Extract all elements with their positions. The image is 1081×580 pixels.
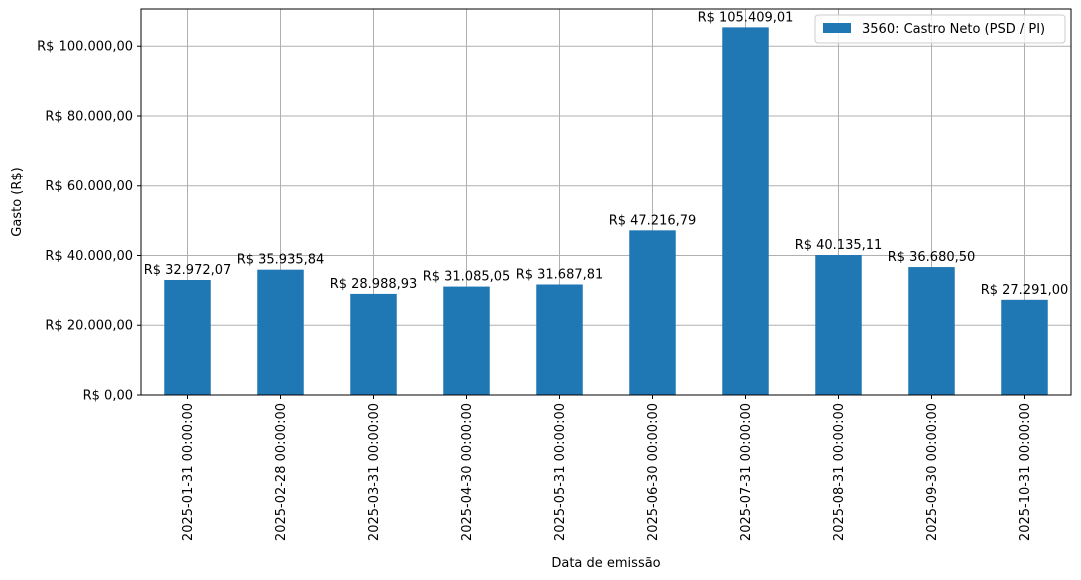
x-tick-label: 2025-09-30 00:00:00 <box>925 403 940 541</box>
bar <box>815 255 862 395</box>
y-tick-label: R$ 20.000,00 <box>45 319 133 334</box>
y-tick-label: R$ 40.000,00 <box>45 249 133 264</box>
y-tick-label: R$ 0,00 <box>83 389 133 404</box>
bar-value-label: R$ 40.135,11 <box>795 238 883 253</box>
x-tick-label: 2025-03-31 00:00:00 <box>367 403 382 541</box>
x-tick-label: 2025-04-30 00:00:00 <box>460 403 475 541</box>
bar-value-label: R$ 47.216,79 <box>609 213 697 228</box>
x-tick-label: 2025-08-31 00:00:00 <box>832 403 847 541</box>
bar-value-label: R$ 35.935,84 <box>237 253 325 268</box>
bar <box>443 286 490 395</box>
bar <box>164 280 211 395</box>
bar <box>257 269 304 395</box>
bar-value-label: R$ 27.291,00 <box>981 283 1069 298</box>
x-tick-label: 2025-07-31 00:00:00 <box>739 403 754 541</box>
y-tick-label: R$ 60.000,00 <box>45 179 133 194</box>
bar <box>908 267 955 395</box>
bar <box>629 230 676 395</box>
x-axis: 2025-01-31 00:00:00 2025-02-28 00:00:00 20… <box>181 395 1033 541</box>
bar <box>722 27 769 395</box>
bar-value-label: R$ 31.085,05 <box>423 270 511 285</box>
bar-value-label: R$ 36.680,50 <box>888 250 976 265</box>
y-axis: R$ 0,00 R$ 20.000,00 R$ 40.000,00 R$ 60.000… <box>37 40 141 404</box>
x-tick-label: 2025-02-28 00:00:00 <box>274 403 289 541</box>
legend-label: 3560: Castro Neto (PSD / PI) <box>862 22 1045 37</box>
x-tick-label: 2025-05-31 00:00:00 <box>553 403 568 541</box>
bar-value-label: R$ 28.988,93 <box>330 277 418 292</box>
bar-value-label: R$ 31.687,81 <box>516 267 604 282</box>
bar <box>350 293 397 395</box>
plot-frame <box>140 8 1072 396</box>
bar <box>536 284 583 395</box>
bar-value-labels: R$ 32.972,07 R$ 35.935,84 R$ 28.988,93 R$ 3… <box>144 10 1069 297</box>
x-tick-label: 2025-06-30 00:00:00 <box>646 403 661 541</box>
bar-value-label: R$ 105.409,01 <box>698 10 794 25</box>
y-axis-label: Gasto (R$) <box>10 167 25 236</box>
y-tick-label: R$ 100.000,00 <box>37 40 133 55</box>
x-tick-label: 2025-01-31 00:00:00 <box>181 403 196 541</box>
bar-value-label: R$ 32.972,07 <box>144 263 232 278</box>
legend-box <box>814 14 1066 44</box>
x-tick-label: 2025-10-31 00:00:00 <box>1018 403 1033 541</box>
legend: 3560: Castro Neto (PSD / PI) <box>814 14 1066 44</box>
bar <box>1001 299 1048 395</box>
y-tick-label: R$ 80.000,00 <box>45 109 133 124</box>
x-axis-label: Data de emissão <box>551 556 660 571</box>
legend-swatch <box>823 23 851 33</box>
bars <box>164 27 1048 395</box>
